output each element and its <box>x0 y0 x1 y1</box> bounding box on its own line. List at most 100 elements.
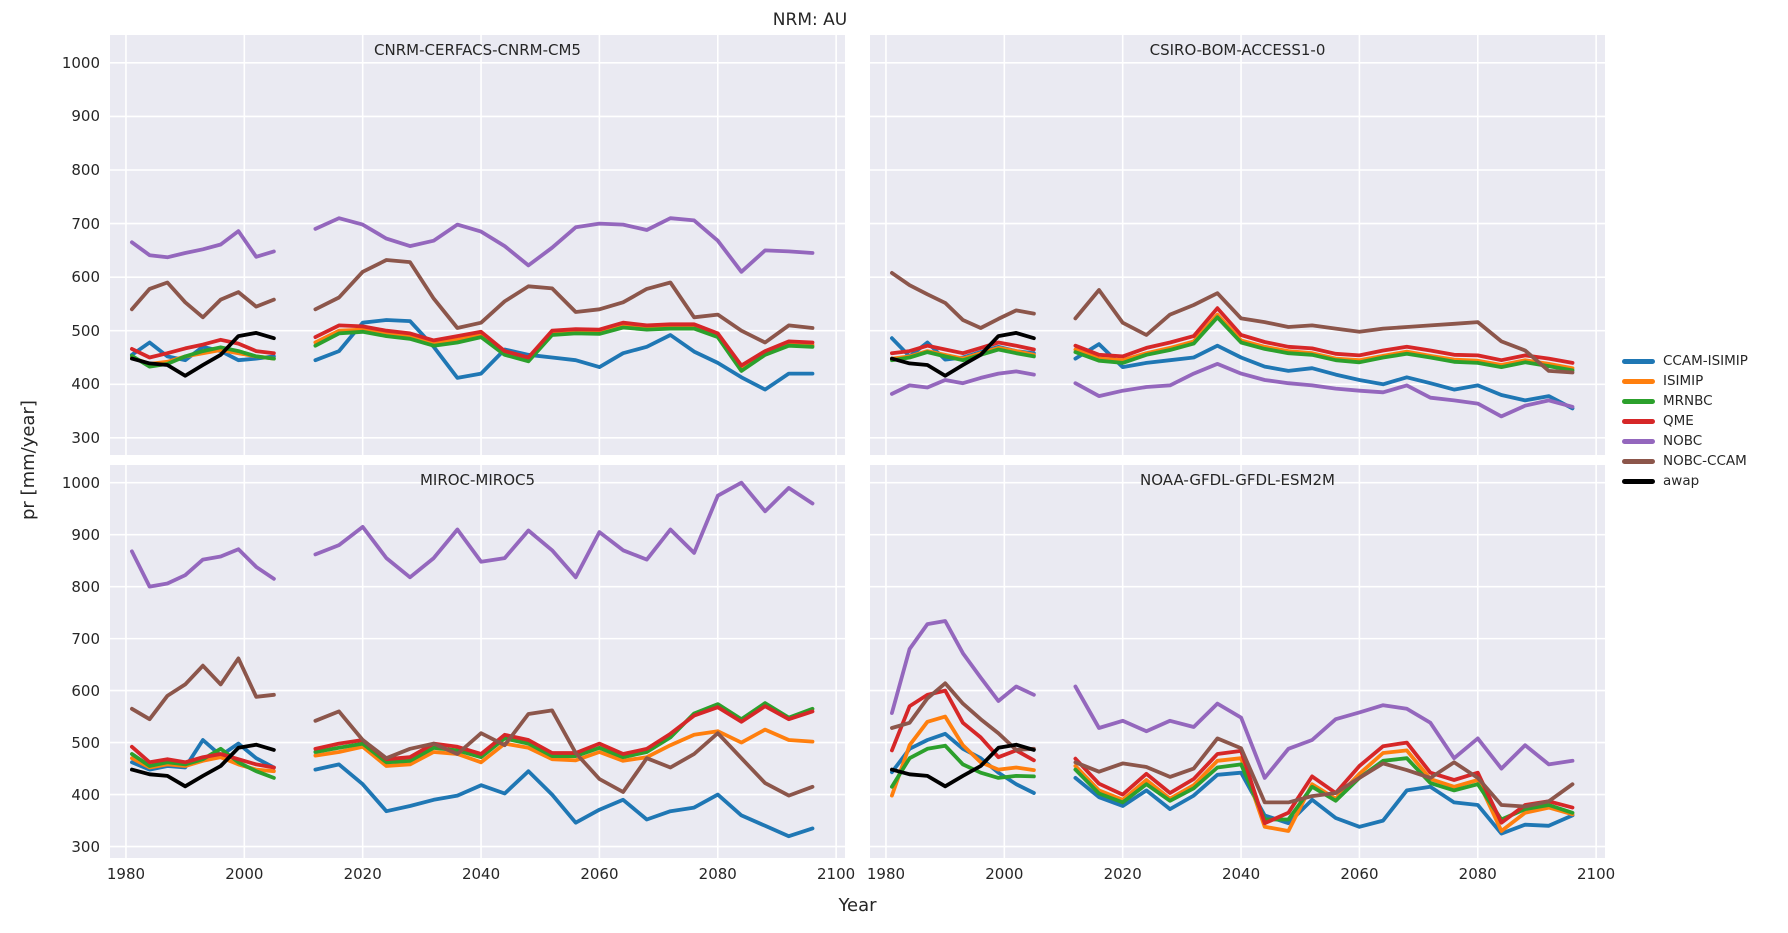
y-tick-label: 400 <box>71 785 100 804</box>
legend-item-awap: awap <box>1622 473 1748 489</box>
legend-label: CCAM-ISIMIP <box>1663 353 1748 369</box>
series-line-QME-future <box>1073 306 1575 365</box>
series-line-MRNBC-future <box>313 325 815 373</box>
legend-label: NOBC-CCAM <box>1663 453 1747 469</box>
legend-item-NOBC-CCAM: NOBC-CCAM <box>1622 453 1748 469</box>
legend-swatch-QME <box>1622 418 1655 424</box>
series-line-NOBC-CCAM-future <box>1073 288 1575 375</box>
y-tick-label: 800 <box>71 577 100 596</box>
figure-title: NRM: AU <box>772 10 848 30</box>
series-line-NOBC-CCAM-future <box>1073 736 1575 809</box>
series-line-MRNBC-hist <box>889 347 1036 363</box>
y-tick-label: 300 <box>71 837 100 856</box>
series-line-MRNBC-future <box>1073 315 1575 373</box>
subplot-noaa-gfdl-gfdl-esm2m: NOAA-GFDL-GFDL-ESM2M <box>870 465 1605 858</box>
series-line-CCAM-ISIMIP-future <box>313 318 815 392</box>
y-tick-label: 300 <box>71 428 100 447</box>
x-tick-label: 2080 <box>1458 865 1497 883</box>
series-line-QME-future <box>313 320 815 368</box>
legend-item-CCAM-ISIMIP: CCAM-ISIMIP <box>1622 353 1748 369</box>
y-axis-label: pr [mm/year] <box>18 400 39 520</box>
series-line-NOBC-CCAM-hist <box>129 656 276 722</box>
legend-item-ISIMIP: ISIMIP <box>1622 373 1748 389</box>
legend-label: MRNBC <box>1663 393 1713 409</box>
legend-swatch-ISIMIP <box>1622 378 1655 384</box>
legend: CCAM-ISIMIP ISIMIP MRNBC QME NOBC NOBC-CCAM aw… <box>1622 353 1748 489</box>
series-line-ISIMIP-hist <box>889 714 1036 798</box>
x-tick-label: 2040 <box>1221 865 1261 883</box>
y-tick-label: 500 <box>71 321 100 340</box>
series-line-CCAM-ISIMIP-future <box>1073 770 1575 836</box>
legend-item-MRNBC: MRNBC <box>1622 393 1748 409</box>
legend-item-NOBC: NOBC <box>1622 433 1748 449</box>
legend-label: QME <box>1663 413 1694 429</box>
series-line-NOBC-hist <box>129 547 276 589</box>
x-tick-label: 2040 <box>461 865 501 883</box>
series-line-CCAM-ISIMIP-future <box>313 762 815 839</box>
series-line-NOBC-CCAM-future <box>313 258 815 345</box>
x-tick-label: 2020 <box>1103 865 1142 883</box>
series-line-CCAM-ISIMIP-future <box>1073 342 1575 411</box>
legend-label: ISIMIP <box>1663 373 1704 389</box>
series-line-NOBC-future <box>313 480 815 580</box>
series-line-NOBC-future <box>1073 361 1575 419</box>
legend-swatch-NOBC <box>1622 438 1655 444</box>
x-tick-label: 1980 <box>106 865 146 883</box>
y-tick-label: 1000 <box>61 53 100 72</box>
series-line-awap-hist <box>889 330 1036 378</box>
legend-item-QME: QME <box>1622 413 1748 429</box>
series-line-QME-hist <box>129 337 276 360</box>
x-tick-label: 2100 <box>817 865 856 883</box>
y-tick-label: 700 <box>71 629 100 648</box>
series-line-QME-hist <box>889 340 1036 356</box>
legend-label: awap <box>1663 473 1700 489</box>
series-line-NOBC-hist <box>889 619 1036 715</box>
y-tick-label: 400 <box>71 375 100 394</box>
series-line-CCAM-ISIMIP-hist <box>129 738 276 772</box>
subplot-cnrm-cerfacs-cnrm-cm5: CNRM-CERFACS-CNRM-CM5 <box>110 35 845 455</box>
series-line-QME-future <box>313 704 815 762</box>
y-tick-label: 500 <box>71 733 100 752</box>
y-tick-label: 600 <box>71 681 100 700</box>
x-tick-label: 2000 <box>225 865 264 883</box>
series-line-NOBC-CCAM-future <box>313 708 815 798</box>
x-tick-label: 2060 <box>580 865 619 883</box>
series-line-MRNBC-hist <box>129 746 276 780</box>
series-line-MRNBC-future <box>313 701 815 765</box>
y-tick-label: 800 <box>71 161 100 179</box>
y-tick-label: 900 <box>71 525 100 544</box>
series-line-awap-hist <box>129 742 276 789</box>
legend-swatch-NOBC-CCAM <box>1622 458 1655 464</box>
series-line-QME-hist <box>129 744 276 770</box>
x-tick-label: 2080 <box>698 865 737 883</box>
x-axis-label: Year <box>838 895 877 916</box>
series-line-NOBC-CCAM-hist <box>889 270 1036 330</box>
x-tick-label: 2020 <box>343 865 382 883</box>
series-line-QME-hist <box>889 688 1036 763</box>
y-tick-label: 700 <box>71 214 100 233</box>
subplot-miroc-miroc5: MIROC-MIROC5 <box>110 465 845 858</box>
y-tick-label: 1000 <box>61 473 100 492</box>
x-tick-label: 2000 <box>985 865 1024 883</box>
x-tick-label: 2100 <box>1577 865 1616 883</box>
x-tick-label: 2060 <box>1340 865 1379 883</box>
series-line-QME-future <box>1073 740 1575 826</box>
series-line-ISIMIP-future <box>313 727 815 768</box>
series-line-ISIMIP-future <box>1073 748 1575 833</box>
series-line-NOBC-hist <box>889 369 1036 396</box>
y-tick-label: 900 <box>71 107 100 126</box>
series-line-NOBC-hist <box>129 229 276 260</box>
series-line-CCAM-ISIMIP-hist <box>889 731 1036 795</box>
y-tick-label: 600 <box>71 268 100 287</box>
series-line-awap-hist <box>129 330 276 378</box>
legend-label: NOBC <box>1663 433 1703 449</box>
series-line-NOBC-future <box>313 216 815 274</box>
series-line-MRNBC-hist <box>889 743 1036 789</box>
series-line-awap-hist <box>889 742 1036 789</box>
series-line-CCAM-ISIMIP-hist <box>129 340 276 363</box>
series-line-NOBC-CCAM-hist <box>129 280 276 320</box>
legend-swatch-CCAM-ISIMIP <box>1622 358 1655 364</box>
legend-swatch-MRNBC <box>1622 398 1655 404</box>
legend-swatch-awap <box>1622 478 1655 484</box>
